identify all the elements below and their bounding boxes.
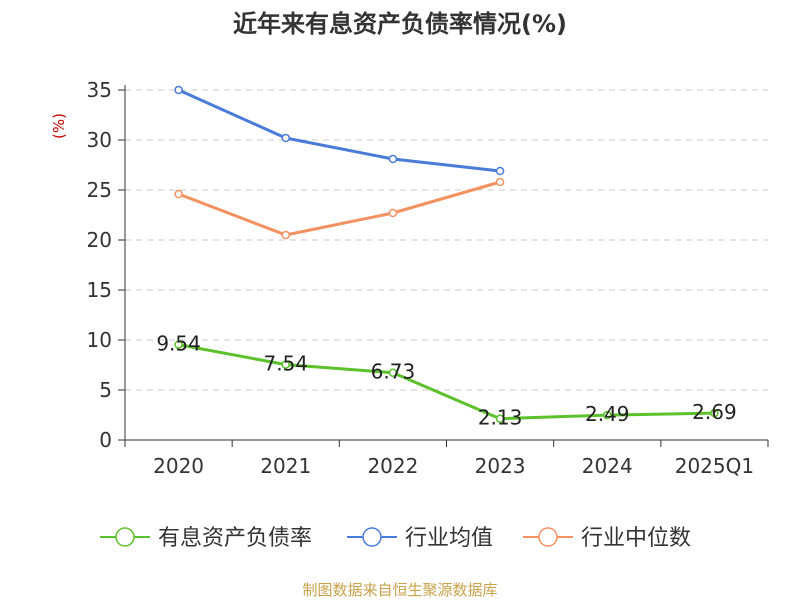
data-point bbox=[388, 208, 398, 218]
y-tick-label: 0 bbox=[99, 428, 112, 452]
data-point bbox=[174, 189, 183, 199]
series-0 bbox=[174, 340, 719, 423]
legend-label: 行业中位数 bbox=[581, 526, 691, 551]
legend-item-0: 有息资产负债率 bbox=[100, 526, 312, 551]
x-tick-label: 2025Q1 bbox=[675, 454, 754, 478]
axis-layer: 0 5 10 15 20 25 30 35 2020 2021 2022 2023 2024 2025Q1 bbox=[87, 78, 769, 478]
x-tick-label: 2022 bbox=[367, 454, 418, 478]
x-tick-label: 2020 bbox=[153, 454, 204, 478]
data-point bbox=[281, 230, 290, 240]
legend-label: 有息资产负债率 bbox=[158, 526, 312, 551]
x-tick-label: 2024 bbox=[582, 454, 633, 478]
data-point bbox=[174, 340, 183, 349]
legend-label: 行业均值 bbox=[405, 526, 493, 551]
data-point bbox=[603, 410, 612, 420]
legend: 有息资产负债率 行业均值 行业中位数 bbox=[100, 526, 691, 551]
y-tick-label: 5 bbox=[99, 378, 112, 402]
series-1 bbox=[174, 85, 505, 176]
y-axis-label: (%) bbox=[50, 113, 68, 139]
data-point bbox=[388, 368, 398, 377]
data-point bbox=[495, 177, 505, 187]
series-line bbox=[177, 88, 501, 173]
data-source-note: 制图数据来自恒生聚源数据库 bbox=[302, 581, 497, 599]
legend-item-2: 行业中位数 bbox=[523, 526, 691, 551]
grid-layer bbox=[125, 89, 768, 391]
y-tick-label: 15 bbox=[87, 278, 112, 302]
data-label: 6.73 bbox=[371, 360, 416, 384]
data-label: 7.54 bbox=[263, 352, 308, 376]
chart-title: 近年来有息资产负债率情况(%) bbox=[233, 10, 567, 38]
data-point bbox=[388, 154, 398, 164]
series-2 bbox=[174, 177, 505, 240]
y-tick-label: 30 bbox=[87, 128, 112, 152]
x-tick-label: 2021 bbox=[260, 454, 311, 478]
data-point bbox=[281, 133, 290, 143]
y-tick-label: 35 bbox=[87, 78, 112, 102]
legend-swatch-marker bbox=[362, 527, 382, 547]
data-label: 2.69 bbox=[692, 400, 737, 424]
series-line bbox=[178, 343, 715, 421]
legend-item-1: 行业均值 bbox=[347, 526, 493, 551]
data-point bbox=[495, 414, 505, 423]
series-line bbox=[178, 180, 501, 237]
x-tick-label: 2023 bbox=[475, 454, 526, 478]
y-tick-label: 10 bbox=[87, 328, 112, 352]
data-label: 2.13 bbox=[478, 406, 523, 430]
data-point bbox=[710, 408, 719, 418]
series-layer bbox=[174, 85, 719, 423]
data-label: 2.49 bbox=[585, 402, 630, 426]
legend-swatch-marker bbox=[538, 527, 558, 547]
y-tick-label: 25 bbox=[87, 178, 112, 202]
data-point bbox=[174, 85, 183, 95]
data-point bbox=[281, 360, 290, 369]
data-label: 9.54 bbox=[156, 332, 201, 356]
data-point bbox=[495, 166, 505, 176]
legend-swatch-marker bbox=[115, 527, 135, 547]
data-label-layer: 9.54 7.54 6.73 2.13 2.49 2.69 bbox=[156, 332, 736, 430]
y-tick-label: 20 bbox=[87, 228, 112, 252]
